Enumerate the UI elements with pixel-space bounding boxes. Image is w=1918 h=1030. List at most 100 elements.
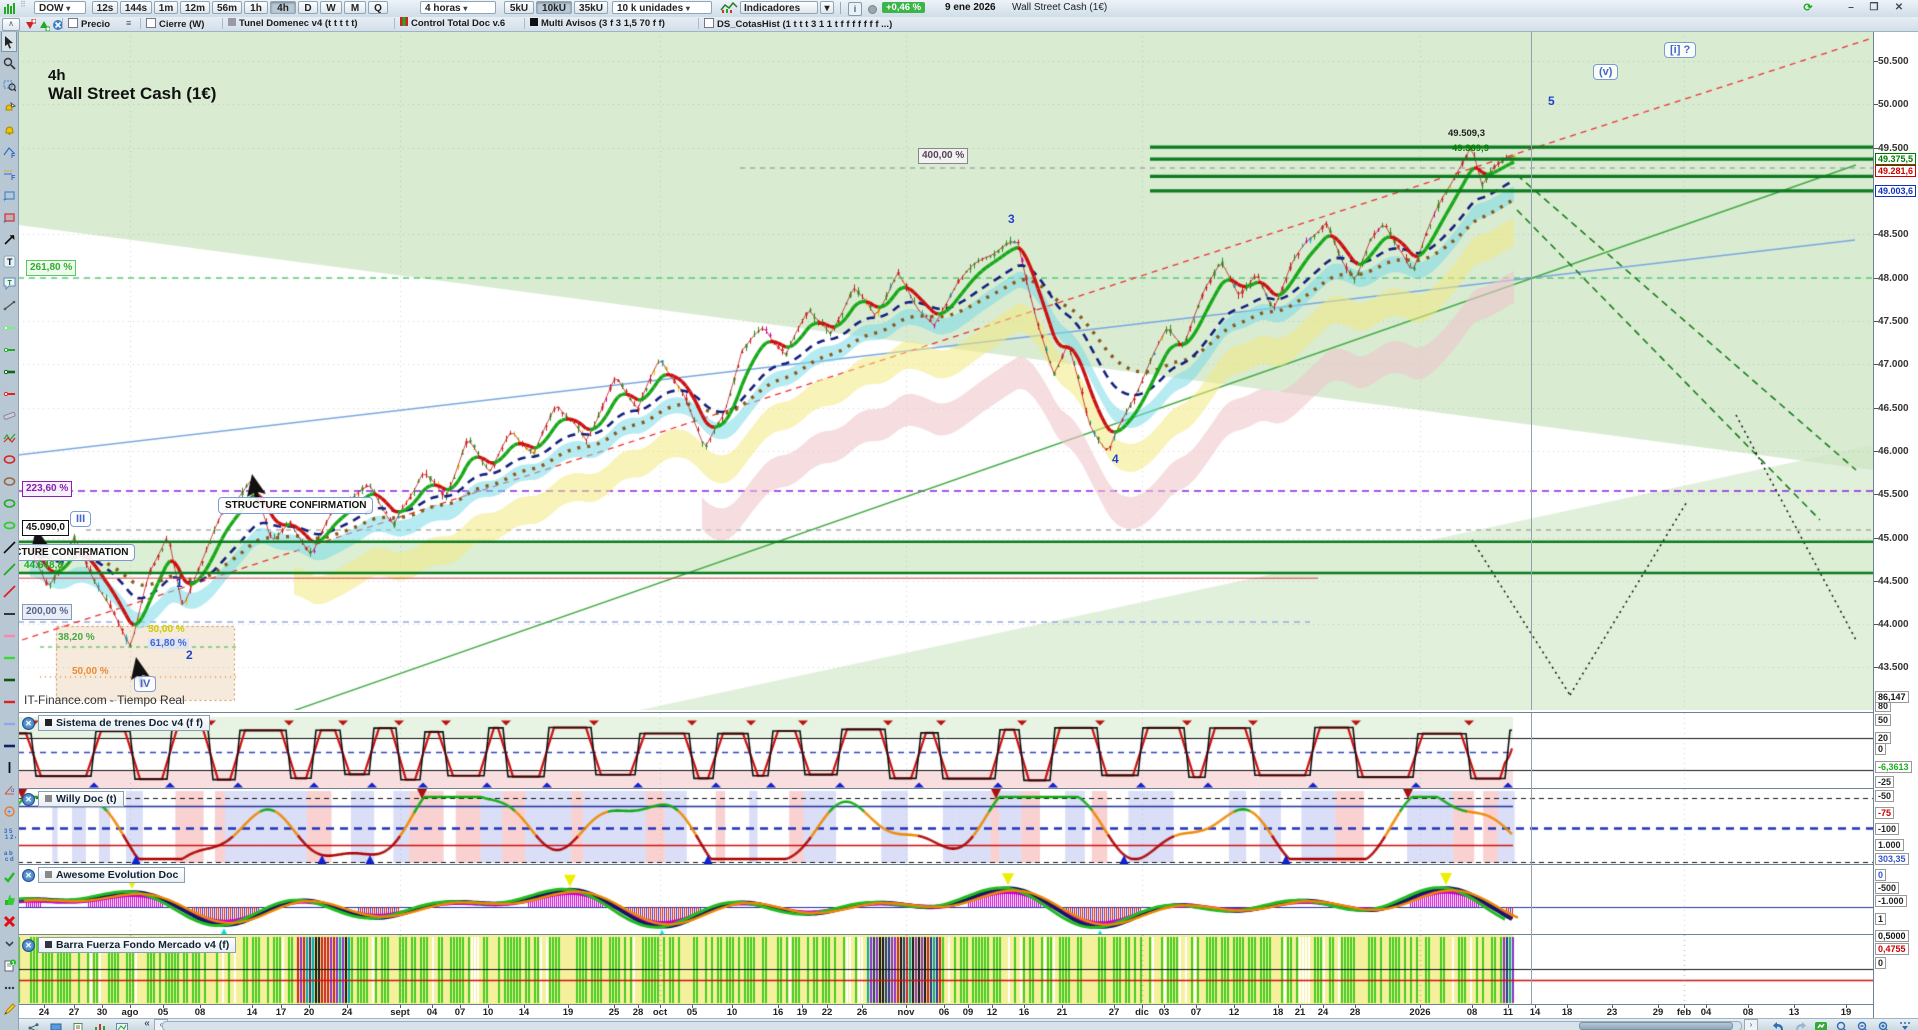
tool-check-icon[interactable] (1, 867, 17, 888)
tool-vline-icon[interactable] (1, 757, 17, 778)
tool-text-icon[interactable]: T (1, 251, 17, 272)
timeframe-select[interactable]: 4 horas ▾ (420, 1, 496, 14)
tool-pencil-icon[interactable] (1, 999, 17, 1020)
scrollbar-thumb[interactable] (1579, 1022, 1733, 1030)
timeframe-button-W[interactable]: W (320, 1, 342, 14)
panel-title[interactable]: Barra Fuerza Fondo Mercado v4 (f) (38, 937, 237, 953)
tool-hline-light-blue-icon[interactable] (1, 713, 17, 734)
overlay-item-1[interactable]: Cierre (W) (146, 17, 204, 30)
tool-line-red-icon[interactable] (1, 581, 17, 602)
refresh-icon[interactable]: ⟳ (1803, 2, 1813, 14)
timeframe-button-56m[interactable]: 56m (212, 1, 242, 14)
timeframe-button-12m[interactable]: 12m (180, 1, 210, 14)
timeframe-button-M[interactable]: M (344, 1, 366, 14)
tool-indicator-wave-icon[interactable] (1, 427, 17, 448)
price-chart-canvas[interactable] (18, 31, 1873, 710)
chart-window-icon[interactable] (116, 1020, 130, 1030)
tool-ellipse-green-icon[interactable] (1, 493, 17, 514)
tool-hline-black-icon[interactable] (1, 603, 17, 624)
panel-willy-doc[interactable]: ✕ Willy Doc (t) (18, 788, 1873, 865)
overlay-item-4[interactable]: Multi Avisos (3 f 3 1,5 70 f f) (530, 17, 665, 30)
chat-icon[interactable] (50, 1020, 64, 1030)
panel-close-button[interactable]: ✕ (22, 716, 35, 730)
zoom-range-icon[interactable] (1835, 1019, 1851, 1030)
toolbar-grip-handle[interactable]: ⠿ (20, 0, 26, 9)
indicator-chart-icon[interactable] (720, 1, 738, 14)
sistema-canvas[interactable] (18, 713, 1873, 789)
timeframe-button-Q[interactable]: Q (368, 1, 388, 14)
tool-ellipse-green-2-icon[interactable] (1, 515, 17, 536)
timeframe-button-D[interactable]: D (298, 1, 318, 14)
scroll-right-button[interactable]: › (1744, 1019, 1758, 1030)
zoom-out-icon[interactable] (1856, 1019, 1872, 1030)
checkbox-icon[interactable] (146, 18, 156, 28)
tool-segment-dark-green-icon[interactable] (1, 361, 17, 382)
tool-ruler-icon[interactable] (1, 405, 17, 426)
horizontal-scrollbar[interactable] (162, 1021, 1742, 1030)
tool-hline-dark-green-icon[interactable] (1, 669, 17, 690)
checkbox-icon[interactable] (68, 18, 78, 28)
tool-line-black-icon[interactable] (1, 537, 17, 558)
panel-title[interactable]: Sistema de trenes Doc v4 (f f) (38, 715, 211, 731)
buy-marker-icon[interactable] (38, 18, 51, 32)
tool-hline-red-icon[interactable] (1, 691, 17, 712)
unit-button-10kU[interactable]: 10kU (536, 1, 572, 14)
tool-alarm-icon[interactable] (1, 119, 17, 140)
panel-barra-fuerza[interactable]: ✕ Barra Fuerza Fondo Mercado v4 (f) (18, 934, 1873, 1005)
tool-rect-blue-icon[interactable]: + (1, 185, 17, 206)
bars-icon[interactable] (94, 1020, 108, 1030)
indicators-button[interactable]: Indicadores (740, 1, 818, 14)
overlay-item-5[interactable]: DS_CotasHist (1 t t t 3 1 1 t f f f f f … (704, 17, 892, 30)
overlay-item-3[interactable]: Control Total Doc v.6 (400, 17, 505, 30)
panel-awesome-evolution[interactable]: ✕ Awesome Evolution Doc (18, 864, 1873, 935)
timeframe-button-144s[interactable]: 144s (120, 1, 152, 14)
panel-title[interactable]: Awesome Evolution Doc (38, 867, 186, 883)
price-list-icon[interactable]: ≡ (126, 18, 132, 28)
tool-hline-green-icon[interactable] (1, 647, 17, 668)
panel-close-button[interactable]: ✕ (22, 868, 35, 882)
tool-fib-retracement-icon[interactable]: F (1, 141, 17, 162)
tool-angle-icon[interactable]: α (1, 779, 17, 800)
panel-title[interactable]: Willy Doc (t) (38, 791, 124, 807)
willy-canvas[interactable] (18, 789, 1873, 865)
barra-canvas[interactable] (18, 935, 1873, 1005)
panel-sistema-de-trenes[interactable]: ✕ Sistema de trenes Doc v4 (f f) (18, 712, 1873, 789)
time-axis[interactable]: 24 27 30 ago 05 08 14 17 20 24 sept 04 07 10 14 19 25 28 o… (0, 1004, 1918, 1019)
tool-alarm-create-icon[interactable] (1, 97, 17, 118)
tool-segment-green-icon[interactable] (1, 339, 17, 360)
tool-hline-pink-icon[interactable] (1, 625, 17, 646)
tool-hline-navy-icon[interactable] (1, 735, 17, 756)
tool-circle-target-icon[interactable]: + (1, 801, 17, 822)
timeframe-button-1m[interactable]: 1m (154, 1, 178, 14)
zoom-in-icon[interactable] (1877, 1019, 1893, 1030)
tool-scatter-numbers-icon[interactable]: 3 51 2 4 (1, 823, 17, 844)
undo-icon[interactable] (1772, 1019, 1788, 1030)
tool-line-green-icon[interactable] (1, 559, 17, 580)
overlay-item-0[interactable]: Precio (68, 17, 110, 30)
collapse-down-icon[interactable] (1898, 1019, 1914, 1030)
share-icon[interactable] (28, 1020, 42, 1030)
tool-chevron-expand-icon[interactable] (1, 933, 17, 954)
tool-pointer-icon[interactable] (1, 31, 17, 52)
window-restore-button[interactable]: ❐ (1869, 2, 1879, 13)
window-close-button[interactable]: ✕ (1894, 2, 1904, 13)
overlay-item-2[interactable]: Tunel Domenec v4 (t t t t t) (228, 17, 358, 30)
panel-close-button[interactable]: ✕ (22, 792, 35, 806)
main-chart[interactable]: 4h Wall Street Cash (1€) IT-Finance.com … (18, 31, 1873, 710)
sell-marker-icon[interactable] (24, 18, 37, 30)
scroll-far-left-button[interactable]: « (144, 1018, 150, 1029)
tool-segment-red-icon[interactable] (1, 383, 17, 404)
window-minimize-button[interactable]: – (1848, 2, 1854, 13)
symbol-select[interactable]: DOW ▾ (34, 1, 86, 14)
tool-ellipse-red-icon[interactable] (1, 449, 17, 470)
tool-doc-badge-icon[interactable]: 1 (1, 955, 17, 976)
tool-note-bubble-icon[interactable]: T (1, 273, 17, 294)
timeframe-button-4h[interactable]: 4h (270, 1, 296, 14)
tool-segment-gray-icon[interactable] (1, 295, 17, 316)
tool-zoom-area-icon[interactable] (1, 75, 17, 96)
units-select[interactable]: 10 k unidades ▾ (612, 1, 712, 14)
unit-button-5kU[interactable]: 5kU (504, 1, 534, 14)
panel-close-button[interactable]: ✕ (22, 938, 35, 952)
unit-button-35kU[interactable]: 35kU (574, 1, 608, 14)
